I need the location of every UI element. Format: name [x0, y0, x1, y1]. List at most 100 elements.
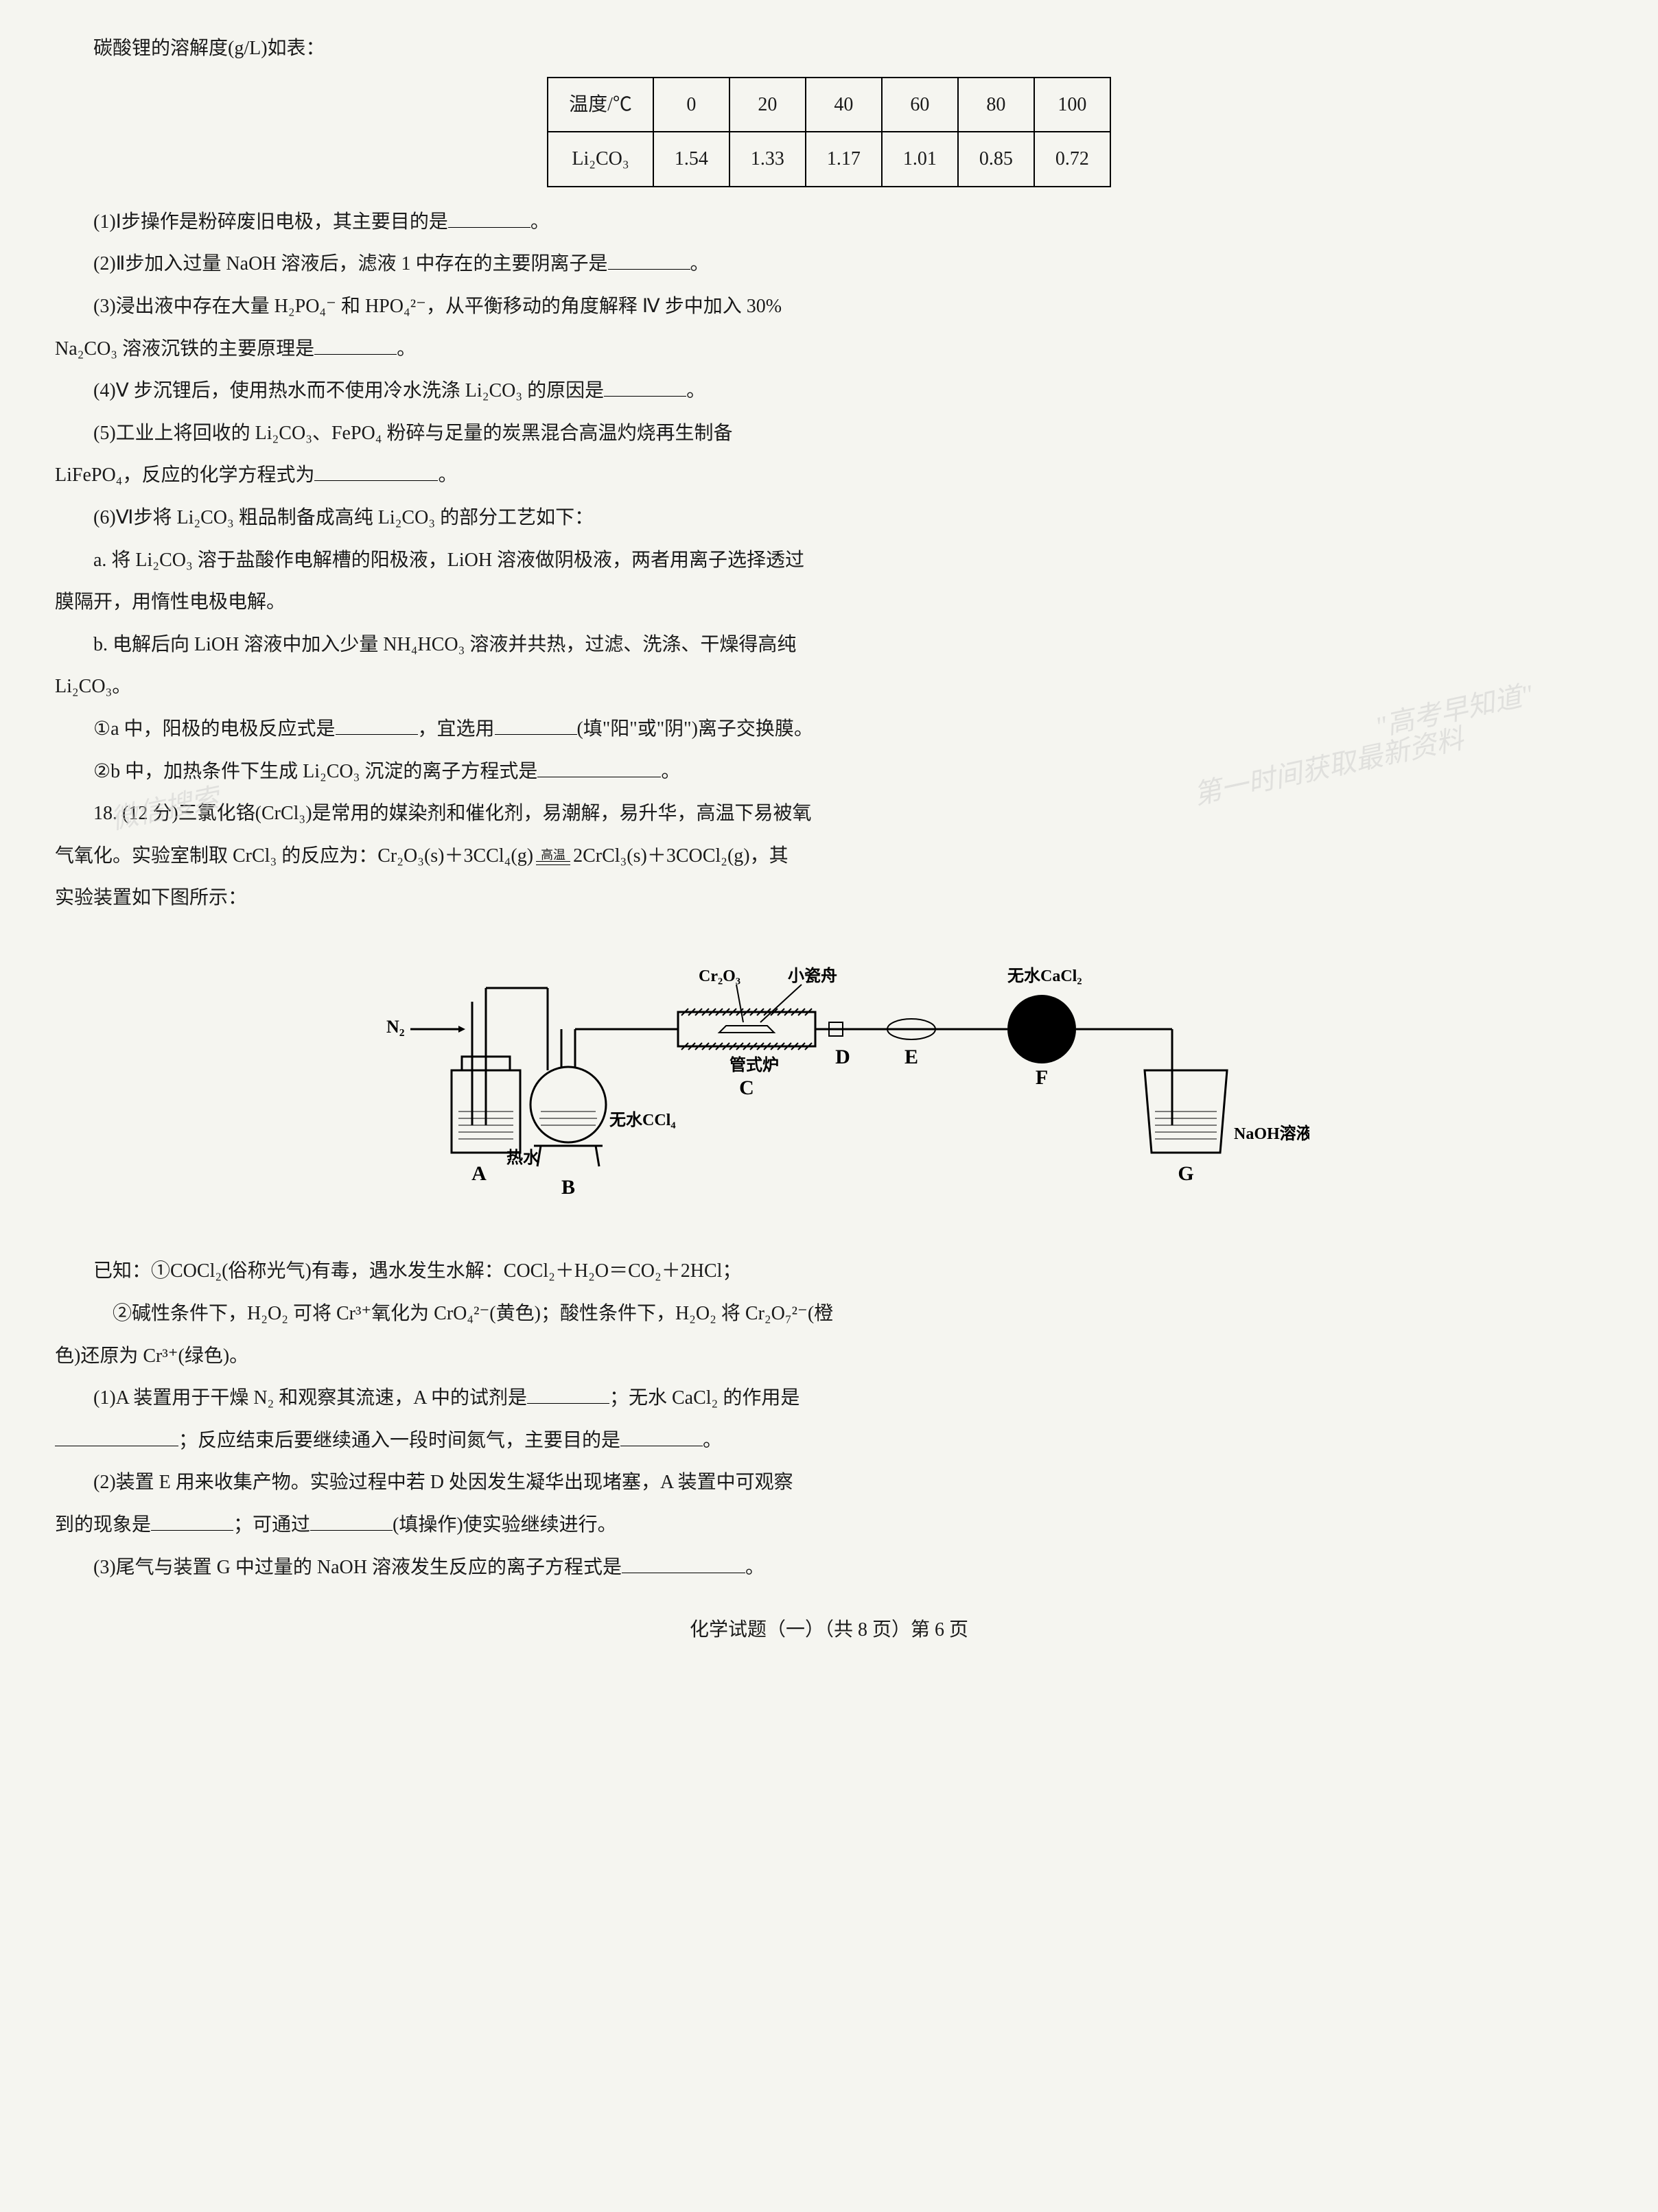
reaction-condition: 高温 — [536, 849, 570, 865]
condition-line — [536, 861, 570, 865]
question-5b: LiFePO₄，反应的化学方程式为 。 — [55, 454, 1603, 497]
q6-2-a: ②b 中，加热条件下生成 Li₂CO₃ 沉淀的离子方程式是 — [93, 761, 537, 782]
q3b-text: Na₂CO₃ 溶液沉铁的主要原理是 — [55, 338, 314, 360]
question-18a: 18. (12 分)三氯化铬(CrCl₃)是常用的媒染剂和催化剂，易潮解，易升华… — [55, 792, 1603, 835]
question-6a-b: 膜隔开，用惰性电极电解。 — [55, 581, 1603, 624]
question-18-2a: (2)装置 E 用来收集产物。实验过程中若 D 处因发生凝华出现堵塞，A 装置中… — [55, 1461, 1603, 1504]
table-cell: Li₂CO₃ — [548, 132, 653, 187]
q18-3-a: (3)尾气与装置 G 中过量的 NaOH 溶液发生反应的离子方程式是 — [93, 1557, 622, 1578]
question-1: (1)Ⅰ步操作是粉碎废旧电极，其主要目的是 。 — [55, 201, 1603, 244]
diagram-svg: N₂ A — [349, 933, 1309, 1221]
table-header: 温度/℃ — [548, 78, 653, 132]
question-18b: 气氧化。实验室制取 CrCl₃ 的反应为：Cr₂O₃(s)＋3CCl₄(g) 高温… — [55, 835, 1603, 878]
known-2a: ②碱性条件下，H₂O₂ 可将 Cr³⁺氧化为 CrO₄²⁻(黄色)；酸性条件下，… — [55, 1293, 1603, 1335]
label-C: C — [739, 1076, 754, 1099]
apparatus-diagram: N₂ A — [55, 933, 1603, 1237]
table-header: 40 — [806, 78, 882, 132]
q5b-text: LiFePO₄，反应的化学方程式为 — [55, 464, 314, 486]
blank — [622, 1550, 745, 1573]
q6-2-end: 。 — [661, 761, 680, 782]
q1-end: 。 — [530, 211, 550, 233]
q6-1-a: ①a 中，阳极的电极反应式是 — [93, 718, 336, 740]
q2-end: 。 — [690, 253, 710, 274]
question-6b-b: Li₂CO₃。 — [55, 666, 1603, 708]
question-18-3: (3)尾气与装置 G 中过量的 NaOH 溶液发生反应的离子方程式是 。 — [55, 1546, 1603, 1589]
q6-1-c: (填"阳"或"阴")离子交换膜。 — [577, 718, 813, 740]
question-3a: (3)浸出液中存在大量 H₂PO₄⁻ 和 HPO₄²⁻，从平衡移动的角度解释 Ⅳ… — [55, 285, 1603, 328]
question-5a: (5)工业上将回收的 Li₂CO₃、FePO₄ 粉碎与足量的炭黑混合高温灼烧再生… — [55, 412, 1603, 455]
question-3b: Na₂CO₃ 溶液沉铁的主要原理是 。 — [55, 328, 1603, 370]
condition-text: 高温 — [541, 849, 565, 861]
furnace-label: 管式炉 — [729, 1055, 779, 1074]
solubility-table: 温度/℃ 0 20 40 60 80 100 Li₂CO₃ 1.54 1.33 … — [547, 77, 1111, 187]
table-cell: 0.85 — [958, 132, 1034, 187]
q18-3-end: 。 — [745, 1557, 764, 1578]
naoh-label: NaOH溶液 — [1234, 1124, 1309, 1143]
table-row: Li₂CO₃ 1.54 1.33 1.17 1.01 0.85 0.72 — [548, 132, 1110, 187]
known-1: 已知：①COCl₂(俗称光气)有毒，遇水发生水解：COCl₂＋H₂O＝CO₂＋2… — [55, 1250, 1603, 1293]
question-6a-a: a. 将 Li₂CO₃ 溶于盐酸作电解槽的阳极液，LiOH 溶液做阴极液，两者用… — [55, 539, 1603, 582]
question-6: (6)Ⅵ步将 Li₂CO₃ 粗品制备成高纯 Li₂CO₃ 的部分工艺如下： — [55, 497, 1603, 539]
question-18d: 实验装置如下图所示： — [55, 877, 1603, 919]
question-6b-a: b. 电解后向 LiOH 溶液中加入少量 NH₄HCO₃ 溶液并共热，过滤、洗涤… — [55, 624, 1603, 666]
table-cell: 1.17 — [806, 132, 882, 187]
table-cell: 1.54 — [653, 132, 729, 187]
table-cell: 1.01 — [882, 132, 958, 187]
cacl2-label: 无水CaCl₂ — [1007, 967, 1082, 985]
table-cell: 1.33 — [729, 132, 806, 187]
q4-end: 。 — [686, 380, 705, 401]
q18-1-end: 。 — [703, 1430, 722, 1451]
table-header: 20 — [729, 78, 806, 132]
q4-text: (4)Ⅴ 步沉锂后，使用热水而不使用冷水洗涤 Li₂CO₃ 的原因是 — [93, 380, 604, 401]
q18b-text: 气氧化。实验室制取 CrCl₃ 的反应为：Cr₂O₃(s)＋3CCl₄(g) — [55, 845, 533, 867]
q18-1-b: ；无水 CaCl₂ 的作用是 — [609, 1387, 799, 1409]
q5-end: 。 — [438, 464, 457, 486]
blank — [448, 204, 530, 228]
cr2o3-label: Cr₂O₃ — [699, 967, 740, 985]
blank — [527, 1381, 609, 1404]
question-18-1-cont: ；反应结束后要继续通入一段时间氮气，主要目的是 。 — [55, 1420, 1603, 1462]
table-cell: 0.72 — [1034, 132, 1110, 187]
page-footer: 化学试题（一）（共 8 页）第 6 页 — [55, 1609, 1603, 1651]
table-header-row: 温度/℃ 0 20 40 60 80 100 — [548, 78, 1110, 132]
table-header: 80 — [958, 78, 1034, 132]
table-header: 100 — [1034, 78, 1110, 132]
blank — [151, 1507, 233, 1531]
q18-2-c: ；可通过 — [233, 1514, 310, 1536]
q18-1-c: ；反应结束后要继续通入一段时间氮气，主要目的是 — [178, 1430, 620, 1451]
intro-line: 碳酸锂的溶解度(g/L)如表： — [55, 27, 1603, 70]
blank — [336, 711, 418, 735]
boat-label: 小瓷舟 — [788, 966, 837, 985]
blank — [537, 754, 661, 777]
q3-end: 。 — [397, 338, 416, 360]
q18c-text: 2CrCl₃(s)＋3COCl₂(g)，其 — [573, 845, 789, 867]
q18-2-b: 到的现象是 — [55, 1514, 151, 1536]
label-D: D — [835, 1046, 850, 1068]
question-6-1: ①a 中，阳极的电极反应式是 ，宜选用 (填"阳"或"阴")离子交换膜。 — [55, 708, 1603, 751]
question-18-1: (1)A 装置用于干燥 N₂ 和观察其流速，A 中的试剂是 ；无水 CaCl₂ 的… — [55, 1377, 1603, 1420]
question-18-2b: 到的现象是 ；可通过 (填操作)使实验继续进行。 — [55, 1504, 1603, 1546]
table-header: 60 — [882, 78, 958, 132]
hotwater-label: 热水 — [506, 1149, 540, 1167]
q18-1-a: (1)A 装置用于干燥 N₂ 和观察其流速，A 中的试剂是 — [93, 1387, 527, 1409]
known-2b: 色)还原为 Cr³⁺(绿色)。 — [55, 1335, 1603, 1378]
q2-text: (2)Ⅱ步加入过量 NaOH 溶液后，滤液 1 中存在的主要阴离子是 — [93, 253, 608, 274]
question-2: (2)Ⅱ步加入过量 NaOH 溶液后，滤液 1 中存在的主要阴离子是 。 — [55, 243, 1603, 285]
label-E: E — [904, 1046, 918, 1068]
label-G: G — [1178, 1162, 1193, 1185]
label-A: A — [471, 1162, 487, 1185]
question-4: (4)Ⅴ 步沉锂后，使用热水而不使用冷水洗涤 Li₂CO₃ 的原因是 。 — [55, 370, 1603, 412]
blank — [608, 247, 690, 270]
q6-1-b: ，宜选用 — [418, 718, 495, 740]
q18-2-d: (填操作)使实验继续进行。 — [393, 1514, 617, 1536]
blank — [310, 1507, 393, 1531]
ccl4-label: 无水CCl₄ — [609, 1111, 676, 1129]
blank — [314, 458, 438, 482]
blank — [604, 374, 686, 397]
blank — [620, 1423, 703, 1446]
blank — [314, 331, 397, 355]
n2-label: N₂ — [386, 1017, 405, 1037]
blank — [495, 711, 577, 735]
q1-text: (1)Ⅰ步操作是粉碎废旧电极，其主要目的是 — [93, 211, 448, 233]
label-F: F — [1036, 1066, 1048, 1089]
